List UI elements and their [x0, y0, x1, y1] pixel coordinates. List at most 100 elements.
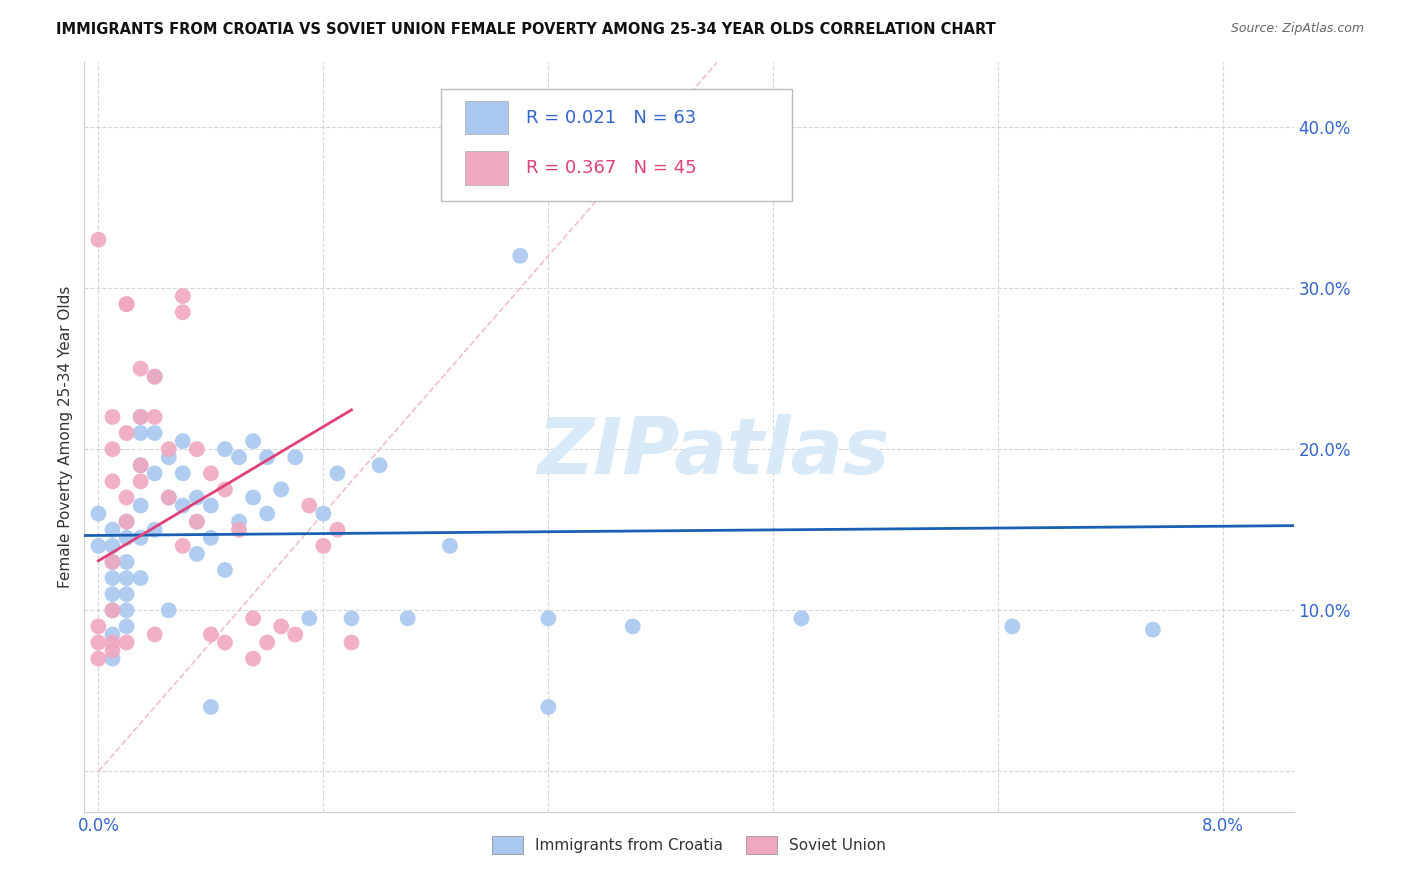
- Point: [143, 425, 166, 440]
- Point: [129, 409, 152, 424]
- Point: [115, 425, 138, 440]
- Point: [129, 409, 152, 424]
- Point: [87, 507, 110, 521]
- Text: Source: ZipAtlas.com: Source: ZipAtlas.com: [1230, 22, 1364, 36]
- Point: [115, 555, 138, 569]
- Point: [101, 475, 124, 489]
- Point: [143, 409, 166, 424]
- Point: [537, 700, 560, 714]
- Point: [101, 603, 124, 617]
- Point: [157, 450, 180, 465]
- Point: [326, 523, 349, 537]
- Point: [143, 467, 166, 481]
- Point: [129, 531, 152, 545]
- Point: [101, 587, 124, 601]
- FancyBboxPatch shape: [465, 151, 508, 185]
- Point: [396, 611, 419, 625]
- Point: [340, 611, 363, 625]
- Point: [186, 547, 208, 561]
- Point: [143, 523, 166, 537]
- Point: [157, 491, 180, 505]
- Point: [368, 458, 391, 473]
- FancyBboxPatch shape: [441, 88, 792, 201]
- Point: [284, 450, 307, 465]
- FancyBboxPatch shape: [465, 101, 508, 135]
- Point: [200, 627, 222, 641]
- Point: [214, 483, 236, 497]
- Point: [200, 700, 222, 714]
- Text: R = 0.021   N = 63: R = 0.021 N = 63: [526, 109, 696, 127]
- Point: [228, 523, 250, 537]
- Point: [87, 233, 110, 247]
- Point: [115, 603, 138, 617]
- Text: R = 0.367   N = 45: R = 0.367 N = 45: [526, 159, 696, 177]
- Point: [157, 442, 180, 457]
- Point: [340, 635, 363, 649]
- Point: [101, 627, 124, 641]
- Point: [115, 635, 138, 649]
- Point: [87, 539, 110, 553]
- Point: [129, 458, 152, 473]
- Point: [101, 539, 124, 553]
- Point: [621, 619, 644, 633]
- Point: [298, 499, 321, 513]
- Point: [115, 515, 138, 529]
- Point: [101, 571, 124, 585]
- Point: [129, 499, 152, 513]
- Point: [186, 515, 208, 529]
- Point: [200, 467, 222, 481]
- Point: [172, 539, 194, 553]
- Point: [101, 555, 124, 569]
- Point: [101, 635, 124, 649]
- Point: [242, 651, 264, 665]
- Point: [157, 491, 180, 505]
- Point: [129, 361, 152, 376]
- Point: [87, 619, 110, 633]
- Point: [87, 651, 110, 665]
- Point: [186, 491, 208, 505]
- Point: [537, 611, 560, 625]
- Point: [172, 305, 194, 319]
- Point: [242, 611, 264, 625]
- Point: [172, 499, 194, 513]
- Point: [256, 635, 278, 649]
- Point: [101, 643, 124, 657]
- Point: [326, 467, 349, 481]
- Point: [101, 523, 124, 537]
- Point: [270, 619, 292, 633]
- Point: [115, 491, 138, 505]
- Point: [1001, 619, 1024, 633]
- Point: [101, 555, 124, 569]
- Point: [256, 450, 278, 465]
- Point: [129, 425, 152, 440]
- Point: [270, 483, 292, 497]
- Point: [115, 531, 138, 545]
- Point: [101, 442, 124, 457]
- Text: ZIPatlas: ZIPatlas: [537, 414, 889, 490]
- Point: [101, 651, 124, 665]
- Point: [172, 289, 194, 303]
- Point: [172, 467, 194, 481]
- Point: [129, 475, 152, 489]
- Y-axis label: Female Poverty Among 25-34 Year Olds: Female Poverty Among 25-34 Year Olds: [58, 286, 73, 588]
- Point: [790, 611, 813, 625]
- Point: [214, 563, 236, 577]
- Point: [312, 507, 335, 521]
- Point: [115, 619, 138, 633]
- Point: [186, 442, 208, 457]
- Point: [200, 531, 222, 545]
- Point: [172, 434, 194, 449]
- Point: [115, 587, 138, 601]
- Point: [115, 515, 138, 529]
- Point: [186, 515, 208, 529]
- Text: IMMIGRANTS FROM CROATIA VS SOVIET UNION FEMALE POVERTY AMONG 25-34 YEAR OLDS COR: IMMIGRANTS FROM CROATIA VS SOVIET UNION …: [56, 22, 995, 37]
- Point: [509, 249, 531, 263]
- Point: [200, 499, 222, 513]
- Point: [143, 627, 166, 641]
- Point: [157, 603, 180, 617]
- Point: [143, 369, 166, 384]
- Point: [143, 369, 166, 384]
- Point: [115, 297, 138, 311]
- Point: [228, 450, 250, 465]
- Point: [87, 635, 110, 649]
